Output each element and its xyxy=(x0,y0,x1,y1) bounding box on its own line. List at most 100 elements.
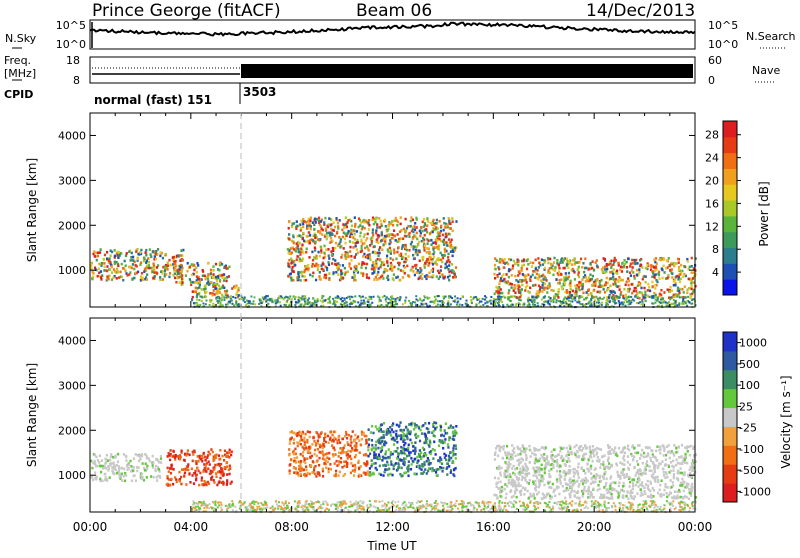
range-gate-cell xyxy=(364,435,366,438)
range-gate-cell xyxy=(291,298,293,300)
range-gate-cell xyxy=(443,222,445,225)
range-gate-cell xyxy=(111,278,113,281)
range-gate-cell xyxy=(432,263,434,266)
range-gate-cell xyxy=(532,303,534,305)
range-gate-cell xyxy=(615,259,617,262)
range-gate-cell xyxy=(453,270,455,273)
range-gate-cell xyxy=(401,474,403,477)
range-gate-cell xyxy=(306,441,308,444)
range-gate-cell xyxy=(618,288,620,291)
range-gate-cell xyxy=(395,433,397,436)
range-gate-cell xyxy=(683,291,685,294)
range-gate-cell xyxy=(285,304,287,306)
range-gate-cell xyxy=(564,267,566,270)
range-gate-cell xyxy=(299,242,301,245)
range-gate-cell xyxy=(194,451,196,454)
range-gate-cell xyxy=(443,298,445,300)
range-gate-cell xyxy=(336,440,338,443)
range-gate-cell xyxy=(187,469,189,472)
range-gate-cell xyxy=(522,486,524,489)
range-gate-cell xyxy=(591,297,593,299)
range-gate-cell xyxy=(344,251,346,254)
range-gate-cell xyxy=(410,463,412,466)
range-gate-cell xyxy=(495,301,497,303)
range-gate-cell xyxy=(156,479,158,482)
range-gate-cell xyxy=(186,465,188,468)
range-gate-cell xyxy=(400,223,402,226)
range-gate-cell xyxy=(133,475,135,478)
range-gate-cell xyxy=(230,298,232,300)
range-gate-cell xyxy=(601,302,603,304)
noise-right-tick-bottom: 10^0 xyxy=(708,38,738,51)
range-gate-cell xyxy=(604,454,606,457)
range-gate-cell xyxy=(413,428,415,431)
range-gate-cell xyxy=(346,234,348,237)
range-gate-cell xyxy=(290,272,292,275)
range-gate-cell xyxy=(312,239,314,242)
range-gate-cell xyxy=(334,462,336,465)
range-gate-cell xyxy=(113,467,115,470)
range-gate-cell xyxy=(404,449,406,452)
range-gate-cell xyxy=(404,461,406,464)
range-gate-cell xyxy=(322,305,324,307)
range-gate-cell xyxy=(300,460,302,463)
range-gate-cell xyxy=(212,269,214,272)
range-gate-cell xyxy=(131,278,133,281)
range-gate-cell xyxy=(215,472,217,475)
range-gate-cell xyxy=(587,268,589,271)
range-gate-cell xyxy=(402,435,404,438)
range-gate-cell xyxy=(368,228,370,231)
range-gate-cell xyxy=(566,258,568,261)
range-gate-cell xyxy=(496,485,498,488)
range-gate-cell xyxy=(386,255,388,258)
range-gate-cell xyxy=(445,454,447,457)
range-gate-cell xyxy=(333,271,335,274)
range-gate-cell xyxy=(396,441,398,444)
range-gate-cell xyxy=(201,288,203,291)
range-gate-cell xyxy=(386,461,388,464)
range-gate-cell xyxy=(671,289,673,292)
range-gate-cell xyxy=(381,225,383,228)
range-gate-cell xyxy=(343,247,345,250)
range-gate-cell xyxy=(354,301,356,303)
range-gate-cell xyxy=(357,435,359,438)
range-gate-cell xyxy=(441,274,443,277)
range-gate-cell xyxy=(354,270,356,273)
range-gate-cell xyxy=(222,295,224,297)
range-gate-cell xyxy=(385,433,387,436)
range-gate-cell xyxy=(410,225,412,228)
range-gate-cell xyxy=(665,305,667,307)
range-gate-cell xyxy=(505,497,507,500)
range-gate-cell xyxy=(604,258,606,261)
range-gate-cell xyxy=(366,276,368,279)
range-gate-cell xyxy=(508,289,510,292)
range-gate-cell xyxy=(145,254,147,257)
range-gate-cell xyxy=(182,259,184,262)
range-gate-cell xyxy=(415,298,417,300)
range-gate-cell xyxy=(454,249,456,252)
range-gate-cell xyxy=(320,249,322,252)
range-gate-cell xyxy=(311,443,313,446)
range-gate-cell xyxy=(624,299,626,301)
range-gate-cell xyxy=(385,450,387,453)
range-gate-cell xyxy=(619,296,621,298)
range-gate-cell xyxy=(651,302,653,304)
range-gate-cell xyxy=(303,437,305,440)
range-gate-cell xyxy=(226,451,228,454)
range-gate-cell xyxy=(585,276,587,279)
range-gate-cell xyxy=(444,438,446,441)
range-gate-cell xyxy=(424,435,426,438)
range-gate-cell xyxy=(384,453,386,456)
range-gate-cell xyxy=(521,264,523,267)
range-gate-cell xyxy=(639,259,641,262)
range-gate-cell xyxy=(380,276,382,279)
range-gate-cell xyxy=(440,265,442,268)
range-gate-cell xyxy=(302,223,304,226)
range-gate-cell xyxy=(179,269,181,272)
range-gate-cell xyxy=(454,247,456,250)
range-gate-cell xyxy=(386,269,388,272)
range-gate-cell xyxy=(362,255,364,258)
range-gate-cell xyxy=(654,269,656,272)
range-gate-cell xyxy=(219,477,221,480)
range-gate-cell xyxy=(225,280,227,283)
